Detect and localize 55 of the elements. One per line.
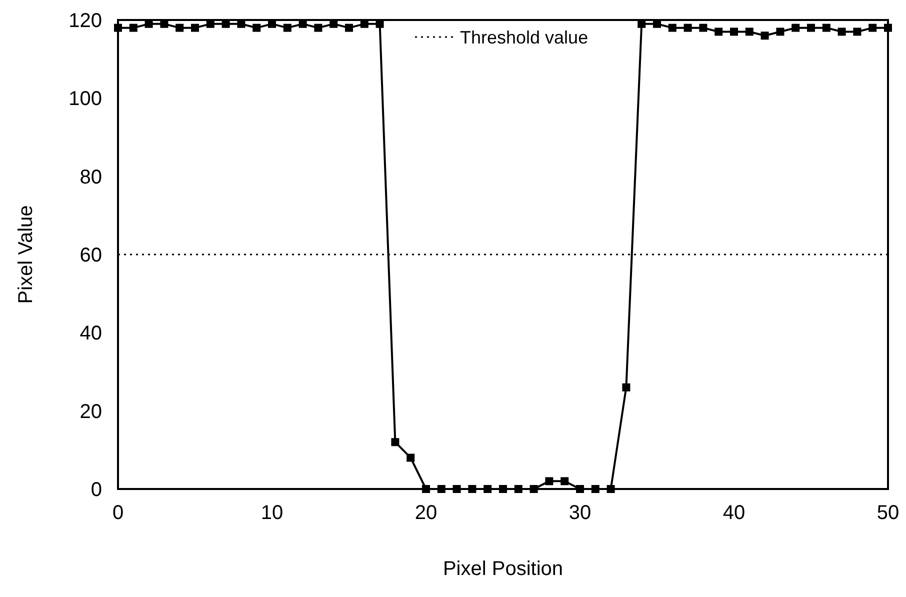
point [576,485,584,493]
point [560,477,569,486]
y-tick-label: 60 [80,244,102,266]
point [345,24,353,32]
point [838,28,846,36]
point [668,24,676,32]
x-axis-title: Pixel Position [442,558,564,580]
point [884,24,892,32]
x-tick-label: 40 [722,502,746,524]
y-tick-label: 120 [68,10,102,32]
point [422,485,430,493]
point [114,24,122,32]
point [437,485,446,493]
point [714,28,723,36]
point [191,24,199,32]
point [283,24,292,32]
y-tick-label: 40 [80,322,102,345]
point [684,24,692,32]
point [545,477,554,486]
x-tick-label: 30 [568,502,592,524]
point [391,438,400,446]
point [822,24,830,32]
point [807,24,815,32]
point [514,485,522,493]
point [776,28,784,36]
x-tick-label: 20 [414,502,438,524]
legend-label: Threshold value [460,27,588,48]
point [760,32,769,40]
x-tick-label: 50 [876,502,900,524]
point [406,454,415,462]
point [792,24,800,32]
point [252,24,261,32]
point [591,485,600,493]
point [314,24,322,32]
point [530,485,538,493]
point [499,485,507,493]
y-tick-label: 0 [90,479,102,501]
point [699,24,708,32]
point [622,383,630,392]
point [129,24,138,32]
point [176,24,184,32]
point [606,485,615,493]
point [730,28,738,36]
y-axis-title: Pixel Value [15,205,37,304]
x-tick-label: 10 [260,502,284,524]
y-tick-label: 20 [80,400,102,423]
point [452,485,461,493]
point [868,24,877,32]
point [853,28,862,36]
y-tick-label: 80 [80,166,102,188]
point [745,28,754,36]
x-tick-label: 0 [112,502,124,524]
point [468,485,476,493]
y-tick-label: 100 [68,88,102,110]
point [484,485,492,493]
